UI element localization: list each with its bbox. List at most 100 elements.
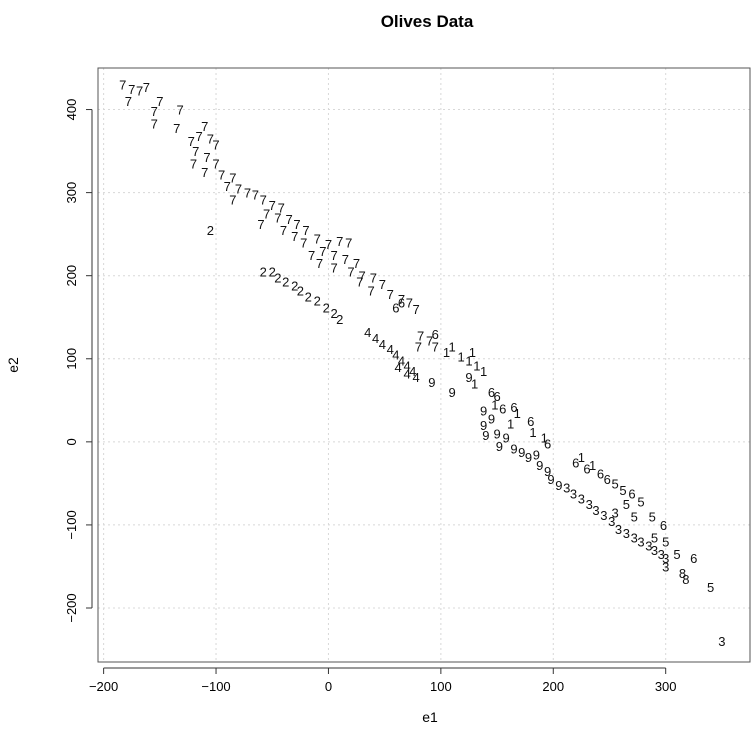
x-tick-label: 200 bbox=[542, 679, 564, 694]
data-point: 2 bbox=[297, 284, 304, 299]
data-point: 7 bbox=[353, 256, 360, 271]
data-point: 7 bbox=[224, 179, 231, 194]
data-point: 6 bbox=[432, 327, 439, 342]
data-point: 3 bbox=[645, 539, 652, 554]
data-point: 7 bbox=[212, 137, 219, 152]
data-point: 7 bbox=[207, 132, 214, 147]
data-point: 2 bbox=[336, 312, 343, 327]
data-point: 7 bbox=[235, 181, 242, 196]
data-point: 5 bbox=[651, 530, 658, 545]
y-tick-label: 200 bbox=[64, 265, 79, 287]
data-point: 7 bbox=[278, 201, 285, 216]
data-point: 6 bbox=[544, 437, 551, 452]
data-point: 1 bbox=[529, 425, 536, 440]
data-point: 7 bbox=[203, 150, 210, 165]
data-point: 1 bbox=[514, 406, 521, 421]
data-point: 6 bbox=[493, 389, 500, 404]
data-point: 1 bbox=[541, 431, 548, 446]
data-point: 1 bbox=[465, 353, 472, 368]
data-point: 3 bbox=[658, 547, 665, 562]
data-point: 3 bbox=[623, 526, 630, 541]
data-point: 7 bbox=[342, 252, 349, 267]
data-point: 3 bbox=[615, 522, 622, 537]
data-point: 9 bbox=[480, 418, 487, 433]
data-point: 6 bbox=[583, 461, 590, 476]
data-point: 4 bbox=[413, 370, 420, 385]
data-point: 7 bbox=[260, 192, 267, 207]
chart-title: Olives Data bbox=[381, 12, 474, 31]
plot-frame bbox=[97, 67, 751, 663]
data-point: 5 bbox=[631, 510, 638, 525]
data-point: 4 bbox=[372, 331, 379, 346]
data-point: 7 bbox=[196, 129, 203, 144]
x-tick-label: −200 bbox=[89, 679, 118, 694]
data-point: 9 bbox=[496, 439, 503, 454]
x-tick-label: 100 bbox=[430, 679, 452, 694]
data-point: 7 bbox=[274, 211, 281, 226]
data-point: 9 bbox=[493, 427, 500, 442]
data-point: 7 bbox=[280, 223, 287, 238]
x-tick-label: −100 bbox=[201, 679, 230, 694]
y-tick-label: −200 bbox=[64, 593, 79, 622]
data-point: 6 bbox=[597, 466, 604, 481]
data-point: 6 bbox=[527, 414, 534, 429]
data-point: 9 bbox=[428, 375, 435, 390]
data-point: 8 bbox=[679, 566, 686, 581]
data-point: 7 bbox=[314, 231, 321, 246]
data-point: 7 bbox=[302, 223, 309, 238]
data-point: 3 bbox=[600, 508, 607, 523]
data-point: 7 bbox=[300, 235, 307, 250]
data-point: 2 bbox=[274, 270, 281, 285]
data-point: 7 bbox=[190, 157, 197, 172]
data-point: 7 bbox=[128, 82, 135, 97]
data-point: 3 bbox=[662, 551, 669, 566]
y-axis-label: e2 bbox=[5, 357, 21, 373]
data-point: 7 bbox=[201, 119, 208, 134]
data-point: 5 bbox=[619, 483, 626, 498]
data-point: 7 bbox=[336, 234, 343, 249]
data-point: 7 bbox=[263, 206, 270, 221]
data-point: 7 bbox=[432, 339, 439, 354]
data-point: 9 bbox=[502, 431, 509, 446]
data-point: 7 bbox=[347, 265, 354, 280]
data-point: 1 bbox=[480, 364, 487, 379]
data-point: 7 bbox=[359, 269, 366, 284]
data-point: 7 bbox=[415, 339, 422, 354]
data-point: 1 bbox=[589, 458, 596, 473]
data-point: 7 bbox=[151, 104, 158, 119]
data-point: 7 bbox=[368, 284, 375, 299]
x-axis: −200 −100 0 100 200 300 bbox=[89, 667, 677, 694]
data-point: 3 bbox=[611, 505, 618, 520]
data-point: 7 bbox=[252, 187, 259, 202]
data-point: 6 bbox=[398, 295, 405, 310]
data-point: 9 bbox=[510, 441, 517, 456]
data-point: 2 bbox=[207, 223, 214, 238]
data-point: 9 bbox=[480, 403, 487, 418]
data-point: 3 bbox=[578, 491, 585, 506]
data-point: 7 bbox=[151, 117, 158, 132]
data-point: 3 bbox=[651, 543, 658, 558]
data-point: 7 bbox=[176, 103, 183, 118]
data-point: 9 bbox=[465, 370, 472, 385]
data-point: 3 bbox=[570, 486, 577, 501]
data-point: 7 bbox=[387, 287, 394, 302]
data-point: 6 bbox=[488, 385, 495, 400]
data-point: 7 bbox=[330, 260, 337, 275]
data-point: 3 bbox=[662, 559, 669, 574]
data-point: 7 bbox=[325, 237, 332, 252]
data-point: 7 bbox=[156, 94, 163, 109]
data-point: 7 bbox=[188, 134, 195, 149]
data-point: 7 bbox=[192, 144, 199, 159]
data-point: 7 bbox=[293, 217, 300, 232]
data-point: 7 bbox=[345, 235, 352, 250]
data-point: 6 bbox=[510, 400, 517, 415]
data-point: 3 bbox=[637, 535, 644, 550]
data-point: 2 bbox=[305, 289, 312, 304]
data-point: 7 bbox=[370, 270, 377, 285]
data-points: 7 7 7 77 77 77 7 77 77 77 77 77 7 77 7 7 77 7 7 77 7 7 77 7 77 77… bbox=[119, 78, 725, 650]
data-point: 7 bbox=[269, 198, 276, 213]
data-point: 4 bbox=[392, 348, 399, 363]
data-point: 7 bbox=[136, 83, 143, 98]
data-point: 1 bbox=[471, 377, 478, 392]
